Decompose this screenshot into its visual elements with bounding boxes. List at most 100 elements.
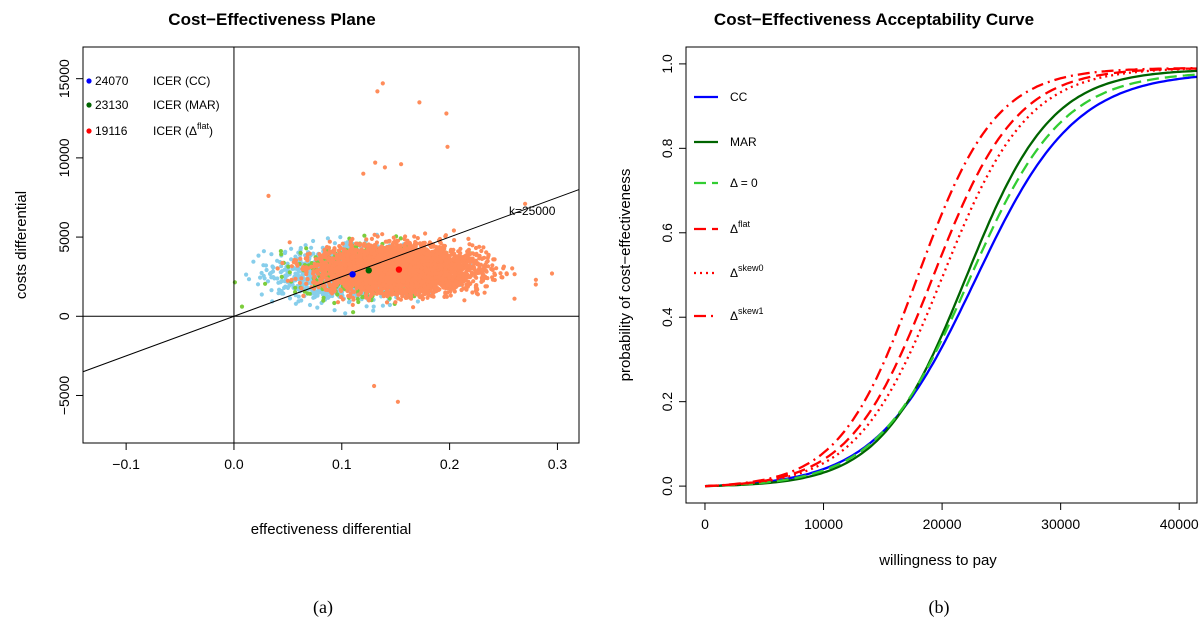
scatter-point [415,299,420,304]
scatter-point [362,233,367,238]
scatter-point [387,302,392,308]
scatter-point [293,301,298,306]
scatter-point [271,265,276,270]
scatter-point [395,238,401,243]
scatter-point [317,267,322,272]
scatter-point [325,236,330,241]
scatter-point [371,308,376,313]
scatter-point [311,251,316,256]
scatter-point [251,259,256,264]
scatter-point [263,281,268,286]
scatter-point [321,298,326,303]
scatter-point [350,246,355,251]
scatter-point [287,240,292,245]
scatter-point [343,311,348,316]
scatter-point [350,236,355,242]
scatter-point [265,279,271,284]
scatter-point [298,250,303,255]
scatter-point [315,305,320,310]
scatter-point [239,304,245,309]
scatter-point [338,294,344,300]
scatter-point [298,256,303,261]
scatter-point [311,238,316,244]
scatter-point [448,293,453,298]
scatter-point [296,294,301,299]
scatter-point [477,244,482,249]
scatter-cloud-2 [275,228,538,310]
scatter-point [280,260,285,266]
scatter-point [404,292,409,297]
scatter-point [268,270,274,275]
scatter-point [512,296,517,301]
scatter-point [371,304,376,309]
scatter-point [258,275,263,280]
scatter-point [255,282,261,287]
scatter-point [269,252,274,257]
scatter-point [349,243,354,248]
scatter-point [307,302,313,308]
scatter-point [308,269,313,274]
scatter-point [413,292,418,297]
scatter-point [372,232,377,237]
scatter-point [332,241,337,246]
scatter-point [471,279,476,284]
scatter-point [464,282,469,287]
scatter-point [269,288,274,293]
scatter-point [324,272,329,277]
scatter-point [398,236,403,241]
scatter-point [411,305,416,310]
scatter-point [351,310,356,315]
scatter-point [346,293,351,298]
scatter-point [282,285,287,290]
scatter-point [393,300,398,305]
scatter-point [246,277,252,282]
scatter-point [430,290,435,295]
scatter-point [403,234,408,239]
scatter-point [492,272,498,277]
scatter-point [335,292,340,297]
scatter-point [364,304,369,309]
scatter-point [285,285,290,290]
scatter-point [480,256,485,261]
scatter-point [323,260,328,265]
scatter-point [338,287,343,292]
scatter-point [470,243,475,248]
scatter-point [391,235,396,240]
scatter-point [259,270,264,276]
scatter-point [452,289,457,294]
scatter-point [271,275,276,280]
scatter-point [289,257,294,262]
scatter-point [355,296,360,302]
scatter-point [452,238,457,243]
scatter-point [279,274,284,279]
scatter-point [287,270,292,275]
cost-effectiveness-plane: Cost−Effectiveness Plane −0.1 0.0 0.1 0.2 0.… [13,10,580,538]
scatter-point [263,263,269,268]
scatter-point [479,248,484,254]
scatter-point [324,245,330,250]
scatter-point [305,291,310,296]
scatter-point [380,303,385,308]
scatter-point [387,238,392,244]
scatter-point [301,293,306,298]
scatter-point [335,300,341,305]
scatter-point [490,263,495,268]
scatter-point [329,266,334,271]
scatter-point [312,274,317,279]
scatter-point [340,241,345,246]
scatter-point [291,260,296,265]
scatter-point [327,239,332,244]
scatter-point [391,240,396,245]
scatter-point [533,282,538,287]
scatter-point [494,266,499,271]
scatter-point [276,291,281,296]
scatter-point [482,290,487,295]
scatter-point [466,236,471,241]
scatter-point [512,272,517,277]
scatter-point [262,276,267,281]
scatter-point [256,253,261,258]
scatter-point [279,252,284,257]
scatter-point [415,236,420,241]
scatter-point [293,276,298,281]
